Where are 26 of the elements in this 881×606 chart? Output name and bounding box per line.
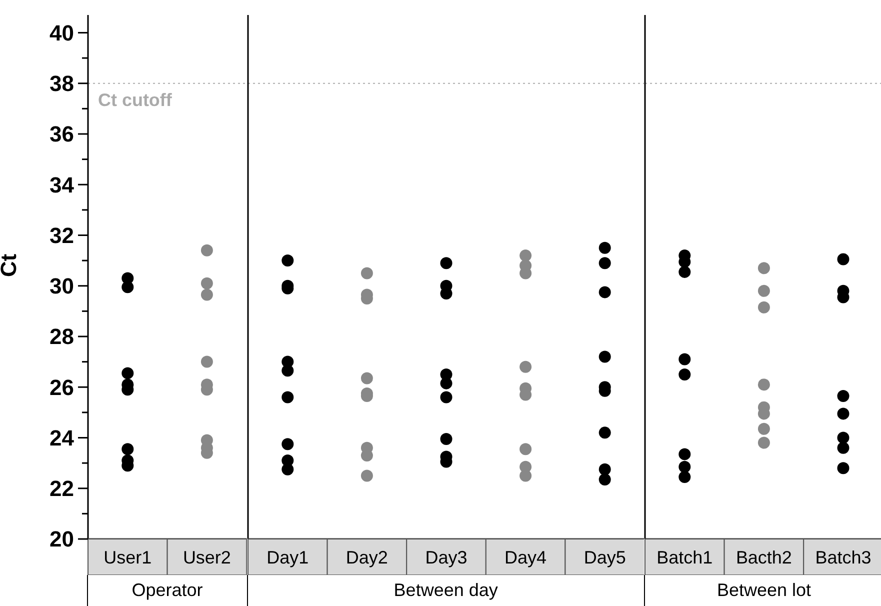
x-tick-label: Day5 <box>583 547 626 568</box>
y-axis-title: Ct <box>0 253 21 277</box>
y-tick-label: 36 <box>50 122 74 147</box>
ref-line-label: Ct cutoff <box>98 90 173 110</box>
x-axis-title: Between day <box>394 580 498 601</box>
y-tick-label: 22 <box>50 476 74 502</box>
y-tick-label: 40 <box>50 20 74 46</box>
x-tick-label: Batch3 <box>815 547 872 568</box>
y-tick-label: 28 <box>50 324 74 350</box>
x-tick-label: Day2 <box>346 547 388 568</box>
x-axis-title: Operator <box>132 580 203 601</box>
x-tick-label: User1 <box>104 547 152 568</box>
x-tick-label: Bacth2 <box>736 547 792 568</box>
y-tick-label: 34 <box>50 172 75 198</box>
y-tick-label: 24 <box>50 425 75 450</box>
y-tick-label: 30 <box>50 274 74 299</box>
x-tick-label: User2 <box>182 547 231 568</box>
x-tick-label: Batch1 <box>656 547 713 568</box>
y-tick-label: 32 <box>50 222 74 248</box>
x-axis-title: Between lot <box>717 580 812 601</box>
x-tick-label: Day3 <box>424 547 467 568</box>
y-tick-label: 20 <box>50 526 74 552</box>
x-tick-label: Day1 <box>266 547 308 568</box>
y-tick-label: 38 <box>50 71 74 96</box>
x-tick-label: Day4 <box>504 547 546 568</box>
y-tick-label: 26 <box>50 374 74 400</box>
